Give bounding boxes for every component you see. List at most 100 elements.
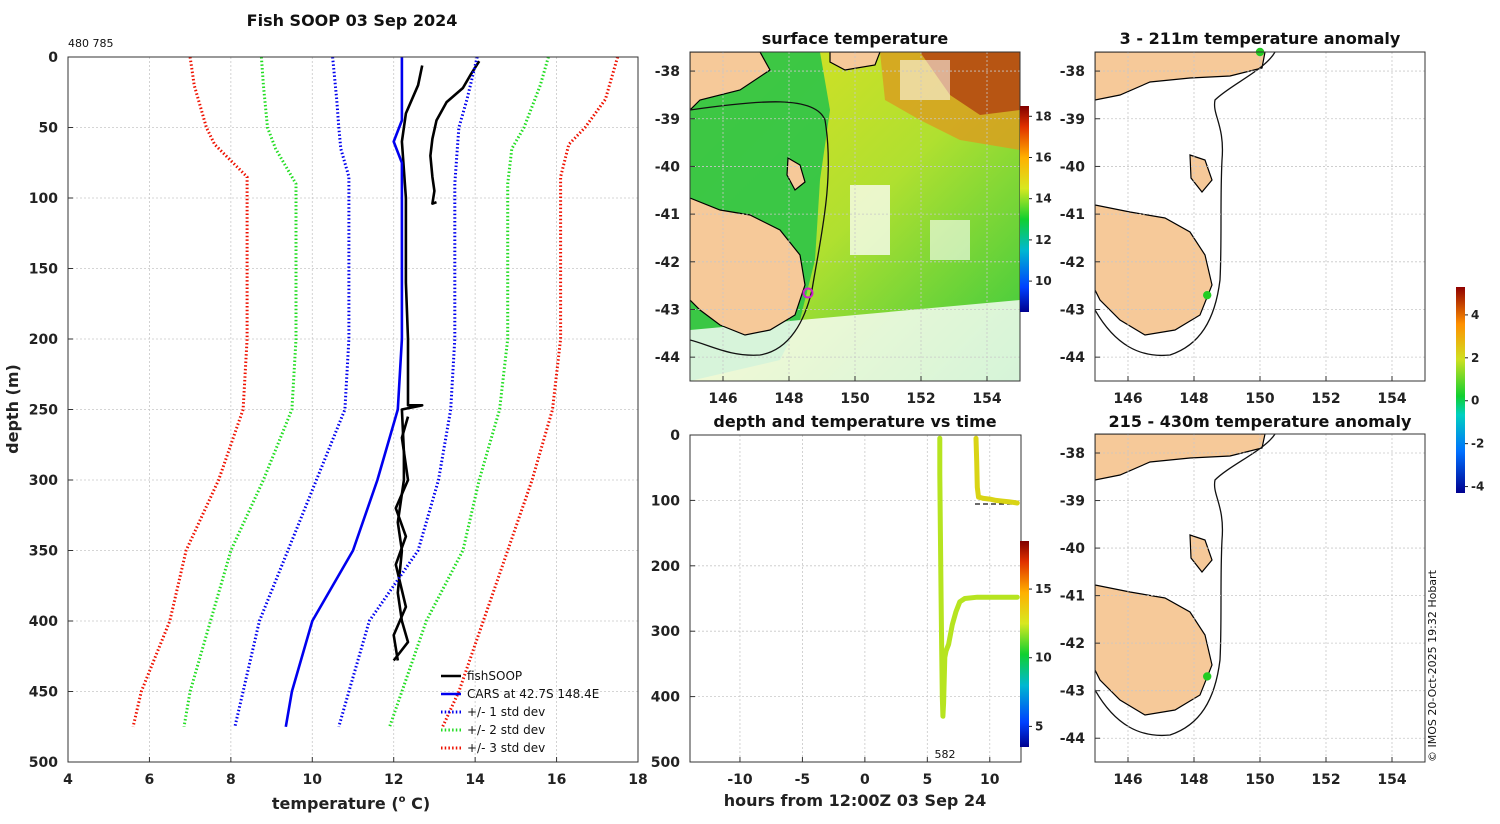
sst-cloud-patch — [930, 220, 970, 260]
x-tick-label: 154 — [972, 391, 1001, 407]
profile-id-label: 480 785 — [68, 37, 114, 50]
x-tick-label: 10 — [303, 772, 323, 788]
legend-cars: CARS at 42.7S 148.4E — [467, 687, 599, 701]
x-tick-label: 14 — [465, 772, 485, 788]
time-series-line — [937, 435, 1020, 719]
y-tick-label: -43 — [655, 302, 680, 318]
y-tick-label: -41 — [655, 207, 680, 223]
y-tick-label: 500 — [29, 755, 58, 771]
y-tick-label: -44 — [1060, 731, 1086, 747]
time-annotation: 582 — [935, 748, 956, 761]
sst-title: surface temperature — [762, 29, 949, 48]
x-tick-label: 146 — [708, 391, 737, 407]
series-std1-line — [233, 57, 351, 728]
y-tick-label: 200 — [29, 332, 58, 348]
a1-land-mainland — [1095, 52, 1266, 101]
y-tick-label: 100 — [29, 191, 58, 207]
profile-legend: fishSOOP CARS at 42.7S 148.4E +/- 1 std … — [441, 669, 599, 755]
sst-land-tasmania — [690, 197, 806, 336]
x-tick-label: 152 — [1311, 391, 1340, 407]
a1-200m-isobath — [1095, 52, 1276, 357]
sst-land-flinders-island — [786, 156, 806, 191]
profile-frame — [67, 56, 639, 763]
y-tick-label: 350 — [29, 544, 58, 560]
a2-y-ticks: -38 -39 -40 -41 -42 -43 -44 — [1060, 446, 1100, 747]
y-tick-label: -43 — [1060, 684, 1085, 700]
x-tick-label: -10 — [727, 772, 753, 788]
a1-y-ticks: -38 -39 -40 -41 -42 -43 -44 — [1060, 64, 1100, 366]
y-tick-label: -41 — [1060, 589, 1085, 605]
a2-points — [1203, 672, 1212, 681]
series-std2-line — [388, 57, 550, 728]
time-colorbar-ticks: 5 10 15 — [1029, 582, 1052, 733]
x-tick-label: 150 — [1245, 772, 1274, 788]
sst-map-panel: surface temperature 146 148 150 152 154 -38-… — [655, 29, 1052, 407]
y-tick-label: 450 — [29, 685, 58, 701]
profile-title: Fish SOOP 03 Sep 2024 — [247, 11, 458, 30]
x-tick-label: 146 — [1113, 772, 1142, 788]
sst-cloud-patch — [900, 60, 950, 100]
profile-panel: Fish SOOP 03 Sep 2024 480 785 4 6 8 10 12 14 1… — [3, 11, 648, 813]
y-tick-label: 100 — [651, 493, 680, 509]
colorbar-tick-label: -4 — [1471, 480, 1484, 494]
a1-land-tasmania — [1095, 204, 1213, 336]
x-tick-label: 148 — [1179, 772, 1208, 788]
y-tick-label: -39 — [1060, 112, 1085, 128]
x-tick-label: 18 — [628, 772, 647, 788]
y-tick-label: 50 — [39, 121, 59, 137]
colorbar-tick-label: 5 — [1035, 719, 1043, 733]
series-cars-line — [284, 57, 404, 728]
time-panel: depth and temperature vs time -10 -5 0 5 10 … — [651, 412, 1052, 810]
sst-location-marker — [802, 287, 814, 299]
time-x-ticks: -10 -5 0 5 10 — [727, 757, 1000, 788]
y-tick-label: -42 — [1060, 255, 1085, 271]
y-tick-label: -41 — [1060, 207, 1085, 223]
anomaly-shallow-panel: 3 - 211m temperature anomaly 146 148 150 15… — [1060, 29, 1426, 407]
y-tick-label: 200 — [651, 559, 680, 575]
x-tick-label: 150 — [840, 391, 869, 407]
anomaly-shallow-title: 3 - 211m temperature anomaly — [1120, 29, 1401, 48]
x-tick-label: 5 — [922, 772, 932, 788]
sst-x-ticks: 146 148 150 152 154 — [708, 376, 1002, 407]
y-tick-label: 300 — [29, 473, 58, 489]
x-tick-label: 8 — [226, 772, 236, 788]
y-tick-label: 400 — [29, 614, 58, 630]
y-tick-label: -38 — [1060, 64, 1085, 80]
x-tick-label: 146 — [1113, 391, 1142, 407]
x-tick-label: 0 — [860, 772, 870, 788]
sst-200m-isobath — [690, 101, 829, 356]
anomaly-deep-map — [1095, 434, 1276, 737]
x-tick-label: 4 — [63, 772, 73, 788]
x-tick-label: 148 — [774, 391, 803, 407]
y-tick-label: -44 — [655, 350, 681, 366]
series-fish-line — [392, 65, 424, 662]
x-tick-label: 12 — [384, 772, 403, 788]
a2-frame — [1094, 433, 1426, 763]
colorbar-tick-label: -2 — [1471, 437, 1484, 451]
anomaly-colorbar — [1456, 287, 1465, 493]
anomaly-point — [1203, 290, 1212, 300]
a2-grid — [1095, 434, 1425, 762]
sst-colorbar — [1020, 106, 1029, 312]
y-tick-label: -40 — [655, 159, 681, 175]
sst-cloud-patch — [850, 185, 890, 255]
a1-frame — [1094, 51, 1426, 382]
y-tick-label: -38 — [1060, 446, 1085, 462]
series-std3-line — [441, 57, 620, 728]
series-std2-line — [182, 57, 298, 728]
y-tick-label: -38 — [655, 64, 680, 80]
anomaly-colorbar-ticks: 4 2 0 -2 -4 — [1465, 308, 1484, 494]
y-tick-label: -42 — [655, 255, 680, 271]
time-series-line — [973, 435, 1020, 506]
profile-x-label: temperature (o C) — [272, 794, 430, 813]
colorbar-tick-label: 15 — [1035, 582, 1052, 596]
a1-x-ticks: 146 148 150 152 154 — [1113, 376, 1407, 407]
series-fish-line — [429, 60, 481, 205]
x-tick-label: 10 — [980, 772, 1000, 788]
x-tick-label: 16 — [547, 772, 566, 788]
legend-fishsoop: fishSOOP — [467, 669, 522, 683]
series-std3-line — [131, 57, 249, 728]
sst-colorbar-ticks: 10 12 14 16 18 — [1029, 109, 1052, 288]
y-tick-label: -42 — [1060, 636, 1085, 652]
